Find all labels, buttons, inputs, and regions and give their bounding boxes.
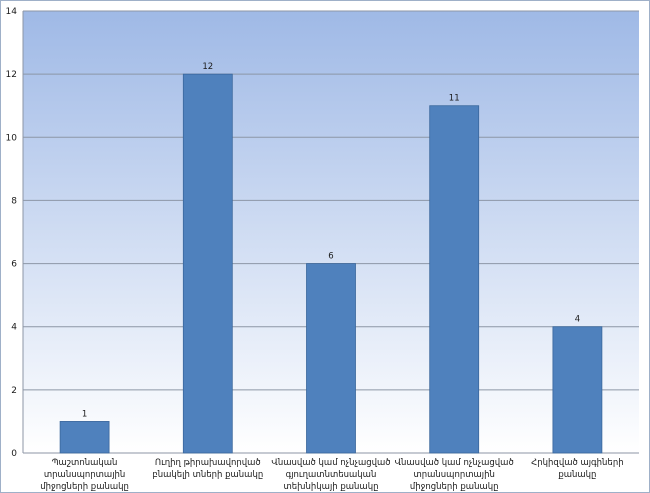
bar [306,263,356,454]
bar [429,105,480,454]
y-tick-label: 12 [6,70,17,80]
y-tick-label: 8 [11,196,17,206]
x-category-label: Վնասված կամ ոչնչացված գյուղատնտեսական տե… [271,458,391,492]
bar-value-label: 6 [328,252,333,262]
bar-value-label: 11 [449,94,460,104]
bar-value-label: 1 [82,409,87,419]
x-category-label: Պաշտոնական տրանսպորտային միջոցների քանակ… [40,458,129,492]
bar-value-label: 4 [575,315,580,325]
y-tick-label: 0 [11,449,17,459]
y-axis-ticks: 0 2 4 6 8 10 12 14 [6,7,18,459]
x-category-label: Հրկիզված այգիների քանակը [531,458,624,480]
y-tick-label: 10 [6,133,18,143]
data-labels: 1 12 6 11 4 [82,62,580,419]
bar [182,73,233,454]
bar [59,421,110,454]
bar-value-label: 12 [202,62,213,72]
x-category-label: Ուղիղ թիրախավորված բնակելի տների քանակը [152,458,264,480]
x-category-label: Վնասված կամ ոչնչացված տրանսպորտային միջո… [394,458,514,492]
y-tick-label: 6 [11,260,17,270]
y-tick-label: 2 [11,386,17,396]
y-tick-label: 4 [11,323,17,333]
y-tick-label: 14 [6,7,18,17]
bars [59,73,603,454]
bar [552,326,603,454]
